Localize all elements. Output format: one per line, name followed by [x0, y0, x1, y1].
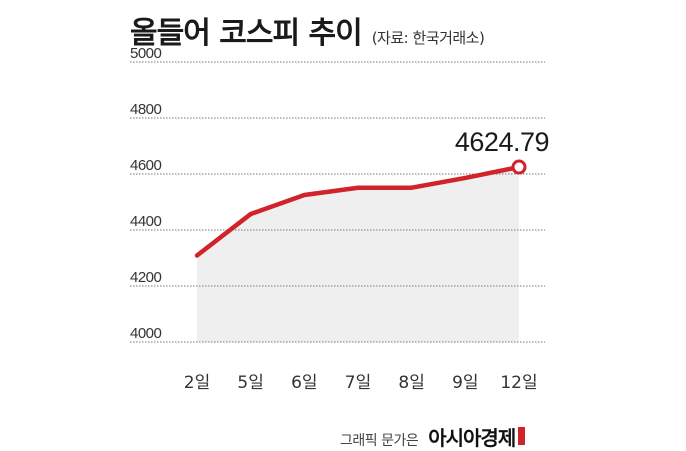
y-tick-label: 4600 [130, 157, 162, 174]
x-tick-label: 7일 [345, 373, 371, 393]
y-tick-label: 4800 [130, 101, 162, 118]
y-tick-label: 4400 [130, 213, 162, 230]
footer: 그래픽 문가은 아시아경제 [340, 422, 525, 451]
data-label-last: 4624.79 [455, 127, 549, 157]
highlight-point [513, 161, 525, 173]
y-tick-label: 4200 [130, 269, 162, 286]
x-tick-label: 12일 [500, 373, 537, 393]
x-tick-label: 5일 [237, 373, 263, 393]
x-tick-label: 2일 [184, 373, 210, 393]
area-fill [197, 167, 519, 342]
brand-mark-icon [518, 427, 525, 445]
y-tick-label: 4000 [130, 325, 162, 342]
y-tick-label: 5000 [130, 45, 162, 62]
x-tick-label: 9일 [452, 373, 478, 393]
graphic-credit: 그래픽 문가은 [340, 430, 418, 450]
x-tick-label: 8일 [398, 373, 424, 393]
x-tick-label: 6일 [291, 373, 317, 393]
kospi-chart: 5000 4800 4600 4400 4200 4000 4624.79 2일 5일 6일 7일 8… [0, 0, 686, 440]
brand-logo: 아시아경제 [428, 422, 515, 451]
